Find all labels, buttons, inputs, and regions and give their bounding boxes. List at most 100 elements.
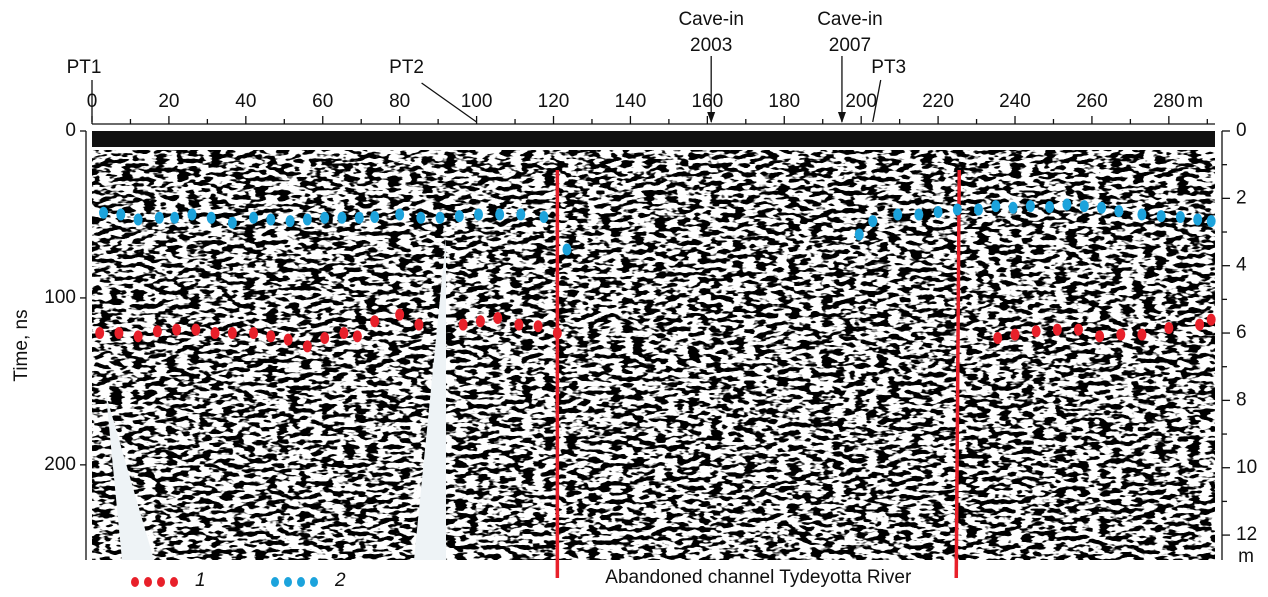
layer-point [991,200,1001,213]
channel-boundary [954,169,961,579]
layer-point [868,215,878,228]
layer-point [1008,201,1018,214]
layer-point [95,326,105,339]
layer-point [973,203,983,216]
layer-point [933,205,943,218]
layer-point [152,325,162,338]
layer-point [99,206,109,219]
layer-point [339,326,349,339]
annotation-label: Cave-in [678,9,743,30]
x-tick-label: 200 [845,91,877,112]
layer-point [1156,210,1166,223]
layer-point [562,243,572,256]
y2-tick-label: 0 [1236,120,1247,141]
annotation-arrow [707,112,716,123]
legend-swatch [144,577,152,587]
layer-point [1206,313,1216,326]
layer-point [539,210,549,223]
layer-point [170,211,180,224]
layer-point [1031,325,1041,338]
y2-tick-label: 6 [1236,322,1247,343]
layer-point [354,211,364,224]
x-tick-label: 260 [1076,91,1108,112]
layer-point [283,333,293,346]
x-tick-label: 40 [235,91,256,112]
layer-point [493,311,503,324]
layer-point [370,210,380,223]
layer-point [1097,201,1107,214]
x-tick-label: 100 [461,91,493,112]
layer-point [1025,200,1035,213]
layer-point [249,326,259,339]
x-tick-label: 240 [999,91,1031,112]
layer-point [474,208,484,221]
layer-point [1175,210,1185,223]
surface-band [92,160,1215,178]
layer-point [458,318,468,331]
layer-point [395,308,405,321]
layer-point [206,211,216,224]
x-tick-label: 120 [538,91,570,112]
layer-point [266,330,276,343]
layer-point [227,216,237,229]
y2-tick-label: 12 [1236,524,1257,545]
x-tick-label: 220 [922,91,954,112]
layer-point [116,208,126,221]
layer-point [352,330,362,343]
x-tick-label: 280 [1153,91,1185,112]
annotation-label: PT2 [389,57,424,78]
x-unit: m [1187,91,1203,112]
layer-point [114,326,124,339]
layer-point [133,213,143,226]
layer-point [1052,323,1062,336]
layer-point [1137,208,1147,221]
layer-point [854,228,864,241]
legend-swatch [297,577,305,587]
channel-label: Abandoned channel Tydeyotta River [605,567,912,588]
layer-point [1193,213,1203,226]
layer-point [337,211,347,224]
gap-wedge [414,238,446,560]
layer-point [249,211,259,224]
layer-point [914,208,924,221]
layer-point [416,211,426,224]
layer-point [395,208,405,221]
layer-point [133,330,143,343]
y-axis-label: Time, ns [11,309,32,381]
layer-point [302,340,312,353]
y2-tick-label: 8 [1236,389,1247,410]
y2-tick-label: 10 [1236,457,1257,478]
y-tick-label: 200 [44,454,76,475]
layer-point [1045,200,1055,213]
y2-unit: m [1238,546,1254,567]
legend-swatch [310,577,318,587]
layer-point [266,213,276,226]
annotation-label: 2007 [829,35,871,56]
legend-label: 2 [334,570,346,591]
layer-point [533,320,543,333]
layer-point [435,211,445,224]
layer-point [414,318,424,331]
annotation-pointer [872,79,882,123]
layer-point [552,326,562,339]
layer-point [370,315,380,328]
legend-swatch [170,577,178,587]
layer-point [1062,198,1072,211]
annotation-label: 2003 [690,35,732,56]
layer-point [1114,205,1124,218]
annotation-label: PT1 [67,57,102,78]
layer-point [495,208,505,221]
annotation-label: PT3 [871,57,906,78]
layer-point [893,208,903,221]
legend-swatch [157,577,165,587]
layer-point [227,326,237,339]
y-tick-label: 0 [65,120,76,141]
direct-wave-band [92,131,1215,147]
layer-point [1206,215,1216,228]
y-tick-label: 100 [44,287,76,308]
layer-point [1195,318,1205,331]
x-tick-label: 20 [158,91,179,112]
layer-point [1116,328,1126,341]
